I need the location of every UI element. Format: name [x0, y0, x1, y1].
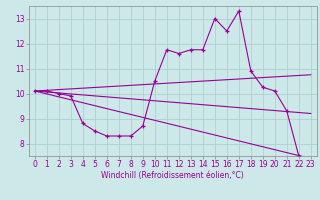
X-axis label: Windchill (Refroidissement éolien,°C): Windchill (Refroidissement éolien,°C) — [101, 171, 244, 180]
